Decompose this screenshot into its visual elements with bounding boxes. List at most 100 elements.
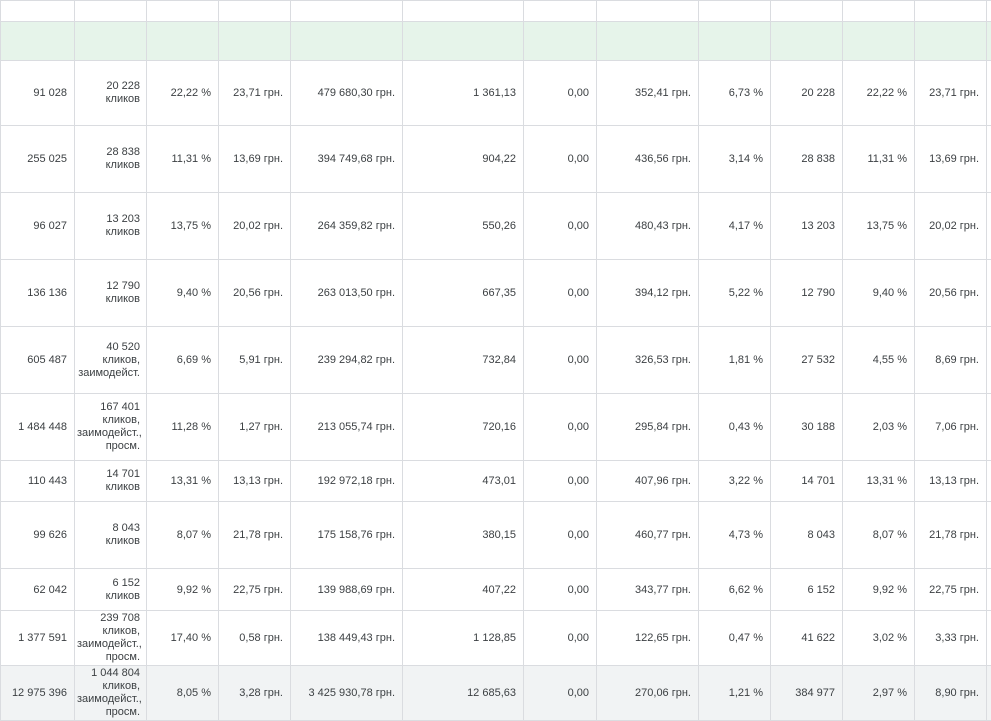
cell-zero: 0,00 (524, 193, 597, 260)
cell-overflow (987, 666, 991, 721)
cell-zero: 0,00 (524, 394, 597, 461)
cell-overflow (987, 569, 991, 611)
cell-cost: 394 749,68 грн. (291, 126, 403, 193)
conversion-line: 239 708 (77, 612, 140, 625)
summary-band-row (1, 22, 991, 61)
conversion-line: кликов (77, 93, 140, 106)
conversion-line: кликов (77, 590, 140, 603)
cell-ctr: 6,69 % (147, 327, 219, 394)
cell-interactions: 30 188 (771, 394, 843, 461)
conversion-line: просм. (77, 706, 140, 719)
cell-interactions: 14 701 (771, 461, 843, 502)
cell-int-rate: 2,97 % (843, 666, 915, 721)
cell-cost: 139 988,69 грн. (291, 569, 403, 611)
cell-avg-cpc: 13,13 грн. (219, 461, 291, 502)
cell-zero: 0,00 (524, 327, 597, 394)
cell-cost: 3 425 930,78 грн. (291, 666, 403, 721)
cell-interactions: 27 532 (771, 327, 843, 394)
conversion-line: кликов (77, 159, 140, 172)
cell-clicks: 720,16 (403, 394, 524, 461)
cell-interactions: 8 043 (771, 502, 843, 569)
cell-avg-cpc: 3,28 грн. (219, 666, 291, 721)
cell-interactions: 20 228 (771, 61, 843, 126)
cell-avg-cost: 3,33 грн. (915, 611, 987, 666)
cell-avg-cpc: 20,02 грн. (219, 193, 291, 260)
conversion-line: просм. (77, 440, 140, 453)
conversion-line: кликов, (77, 354, 140, 367)
header-cell[interactable] (915, 1, 987, 22)
header-cell[interactable] (291, 1, 403, 22)
cell-overflow (987, 502, 991, 569)
cell-overflow (987, 611, 991, 666)
cell-int-rate: 11,31 % (843, 126, 915, 193)
cell-int-rate: 13,75 % (843, 193, 915, 260)
conversion-line: заимодейст. (77, 367, 140, 380)
conversion-line: кликов, (77, 680, 140, 693)
cell-cpa: 343,77 грн. (597, 569, 699, 611)
cell-zero: 0,00 (524, 666, 597, 721)
conversion-line: просм. (77, 651, 140, 664)
cell-clicks: 667,35 (403, 260, 524, 327)
cell-zero: 0,00 (524, 502, 597, 569)
cell-rate: 4,17 % (699, 193, 771, 260)
header-cell[interactable] (219, 1, 291, 22)
conversion-line: кликов (77, 226, 140, 239)
header-cell[interactable] (771, 1, 843, 22)
cell-clicks: 904,22 (403, 126, 524, 193)
cell-cpa: 326,53 грн. (597, 327, 699, 394)
header-cell[interactable] (524, 1, 597, 22)
cell-int-rate: 13,31 % (843, 461, 915, 502)
cell-overflow (987, 394, 991, 461)
cell-int-rate: 9,40 % (843, 260, 915, 327)
header-cell[interactable] (843, 1, 915, 22)
cell-rate: 1,81 % (699, 327, 771, 394)
conversion-line: 14 701 (77, 468, 140, 481)
conversion-line: кликов (77, 293, 140, 306)
header-cell[interactable] (987, 1, 991, 22)
cell-avg-cost: 8,90 грн. (915, 666, 987, 721)
cell-clicks: 1 128,85 (403, 611, 524, 666)
cell-clicks: 12 685,63 (403, 666, 524, 721)
header-cell[interactable] (1, 1, 75, 22)
header-cell[interactable] (403, 1, 524, 22)
cell-clicks: 550,26 (403, 193, 524, 260)
cell-cost: 239 294,82 грн. (291, 327, 403, 394)
cell-overflow (987, 61, 991, 126)
cell-impr: 62 042 (1, 569, 75, 611)
cell-interactions: 13 203 (771, 193, 843, 260)
header-cell[interactable] (75, 1, 147, 22)
conversion-line: кликов, (77, 414, 140, 427)
cell-avg-cost: 22,75 грн. (915, 569, 987, 611)
cell-int-rate: 9,92 % (843, 569, 915, 611)
header-cell[interactable] (699, 1, 771, 22)
cell-impr: 96 027 (1, 193, 75, 260)
cell-cpa: 460,77 грн. (597, 502, 699, 569)
cell-impr: 12 975 396 (1, 666, 75, 721)
cell-interactions: 41 622 (771, 611, 843, 666)
cell-clicks: 380,15 (403, 502, 524, 569)
cell-impr: 1 484 448 (1, 394, 75, 461)
cell-zero: 0,00 (524, 611, 597, 666)
conversion-line: 1 044 804 (77, 667, 140, 680)
cell-ctr: 8,05 % (147, 666, 219, 721)
cell-ctr: 9,40 % (147, 260, 219, 327)
cell-overflow (987, 327, 991, 394)
header-cell[interactable] (147, 1, 219, 22)
cell-overflow (987, 461, 991, 502)
cell-impr: 110 443 (1, 461, 75, 502)
cell-avg-cost: 13,13 грн. (915, 461, 987, 502)
header-cell[interactable] (597, 1, 699, 22)
cell-avg-cost: 20,56 грн. (915, 260, 987, 327)
cell-interactions: 28 838 (771, 126, 843, 193)
cell-clicks: 473,01 (403, 461, 524, 502)
